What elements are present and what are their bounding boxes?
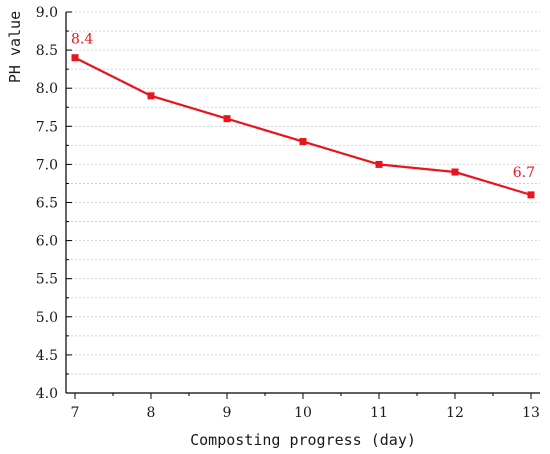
data-point — [147, 92, 155, 100]
gridlines — [67, 11, 540, 375]
data-label: 8.4 — [71, 32, 93, 48]
y-axis-ticks: 4.0 4.5 5.0 5.5 6.0 6.5 7.0 7.5 8.0 8.5 9.0 — [36, 5, 72, 402]
x-axis-title: Composting progress (day) — [190, 431, 416, 449]
x-tick-label: 9 — [223, 405, 232, 421]
x-tick-label: 11 — [370, 405, 388, 421]
y-tick-label: 6.0 — [36, 234, 58, 250]
x-tick-label: 8 — [147, 405, 156, 421]
y-tick-label: 4.0 — [36, 386, 58, 402]
series-group — [71, 54, 535, 199]
y-tick-label: 7.5 — [36, 119, 58, 135]
x-axis-ticks: 7 8 9 10 11 12 13 — [71, 393, 540, 421]
data-point — [527, 191, 535, 199]
data-point — [375, 160, 383, 168]
x-tick-label: 12 — [446, 405, 464, 421]
y-tick-label: 8.5 — [36, 43, 58, 59]
y-tick-label: 4.5 — [36, 348, 58, 364]
data-point — [299, 138, 307, 146]
y-tick-label: 5.5 — [36, 272, 58, 288]
y-tick-label: 9.0 — [36, 5, 58, 21]
y-tick-label: 7.0 — [36, 157, 58, 173]
x-tick-label: 7 — [71, 405, 80, 421]
x-tick-label: 10 — [294, 405, 312, 421]
data-point — [451, 168, 459, 176]
y-tick-label: 8.0 — [36, 81, 58, 97]
data-point — [71, 54, 79, 62]
y-tick-label: 5.0 — [36, 310, 58, 326]
y-tick-label: 6.5 — [36, 196, 58, 212]
y-axis-title: PH value — [6, 11, 24, 83]
x-tick-label: 13 — [522, 405, 540, 421]
data-point — [223, 115, 231, 123]
data-labels: 8.4 6.7 — [71, 32, 535, 181]
data-label: 6.7 — [513, 165, 535, 181]
